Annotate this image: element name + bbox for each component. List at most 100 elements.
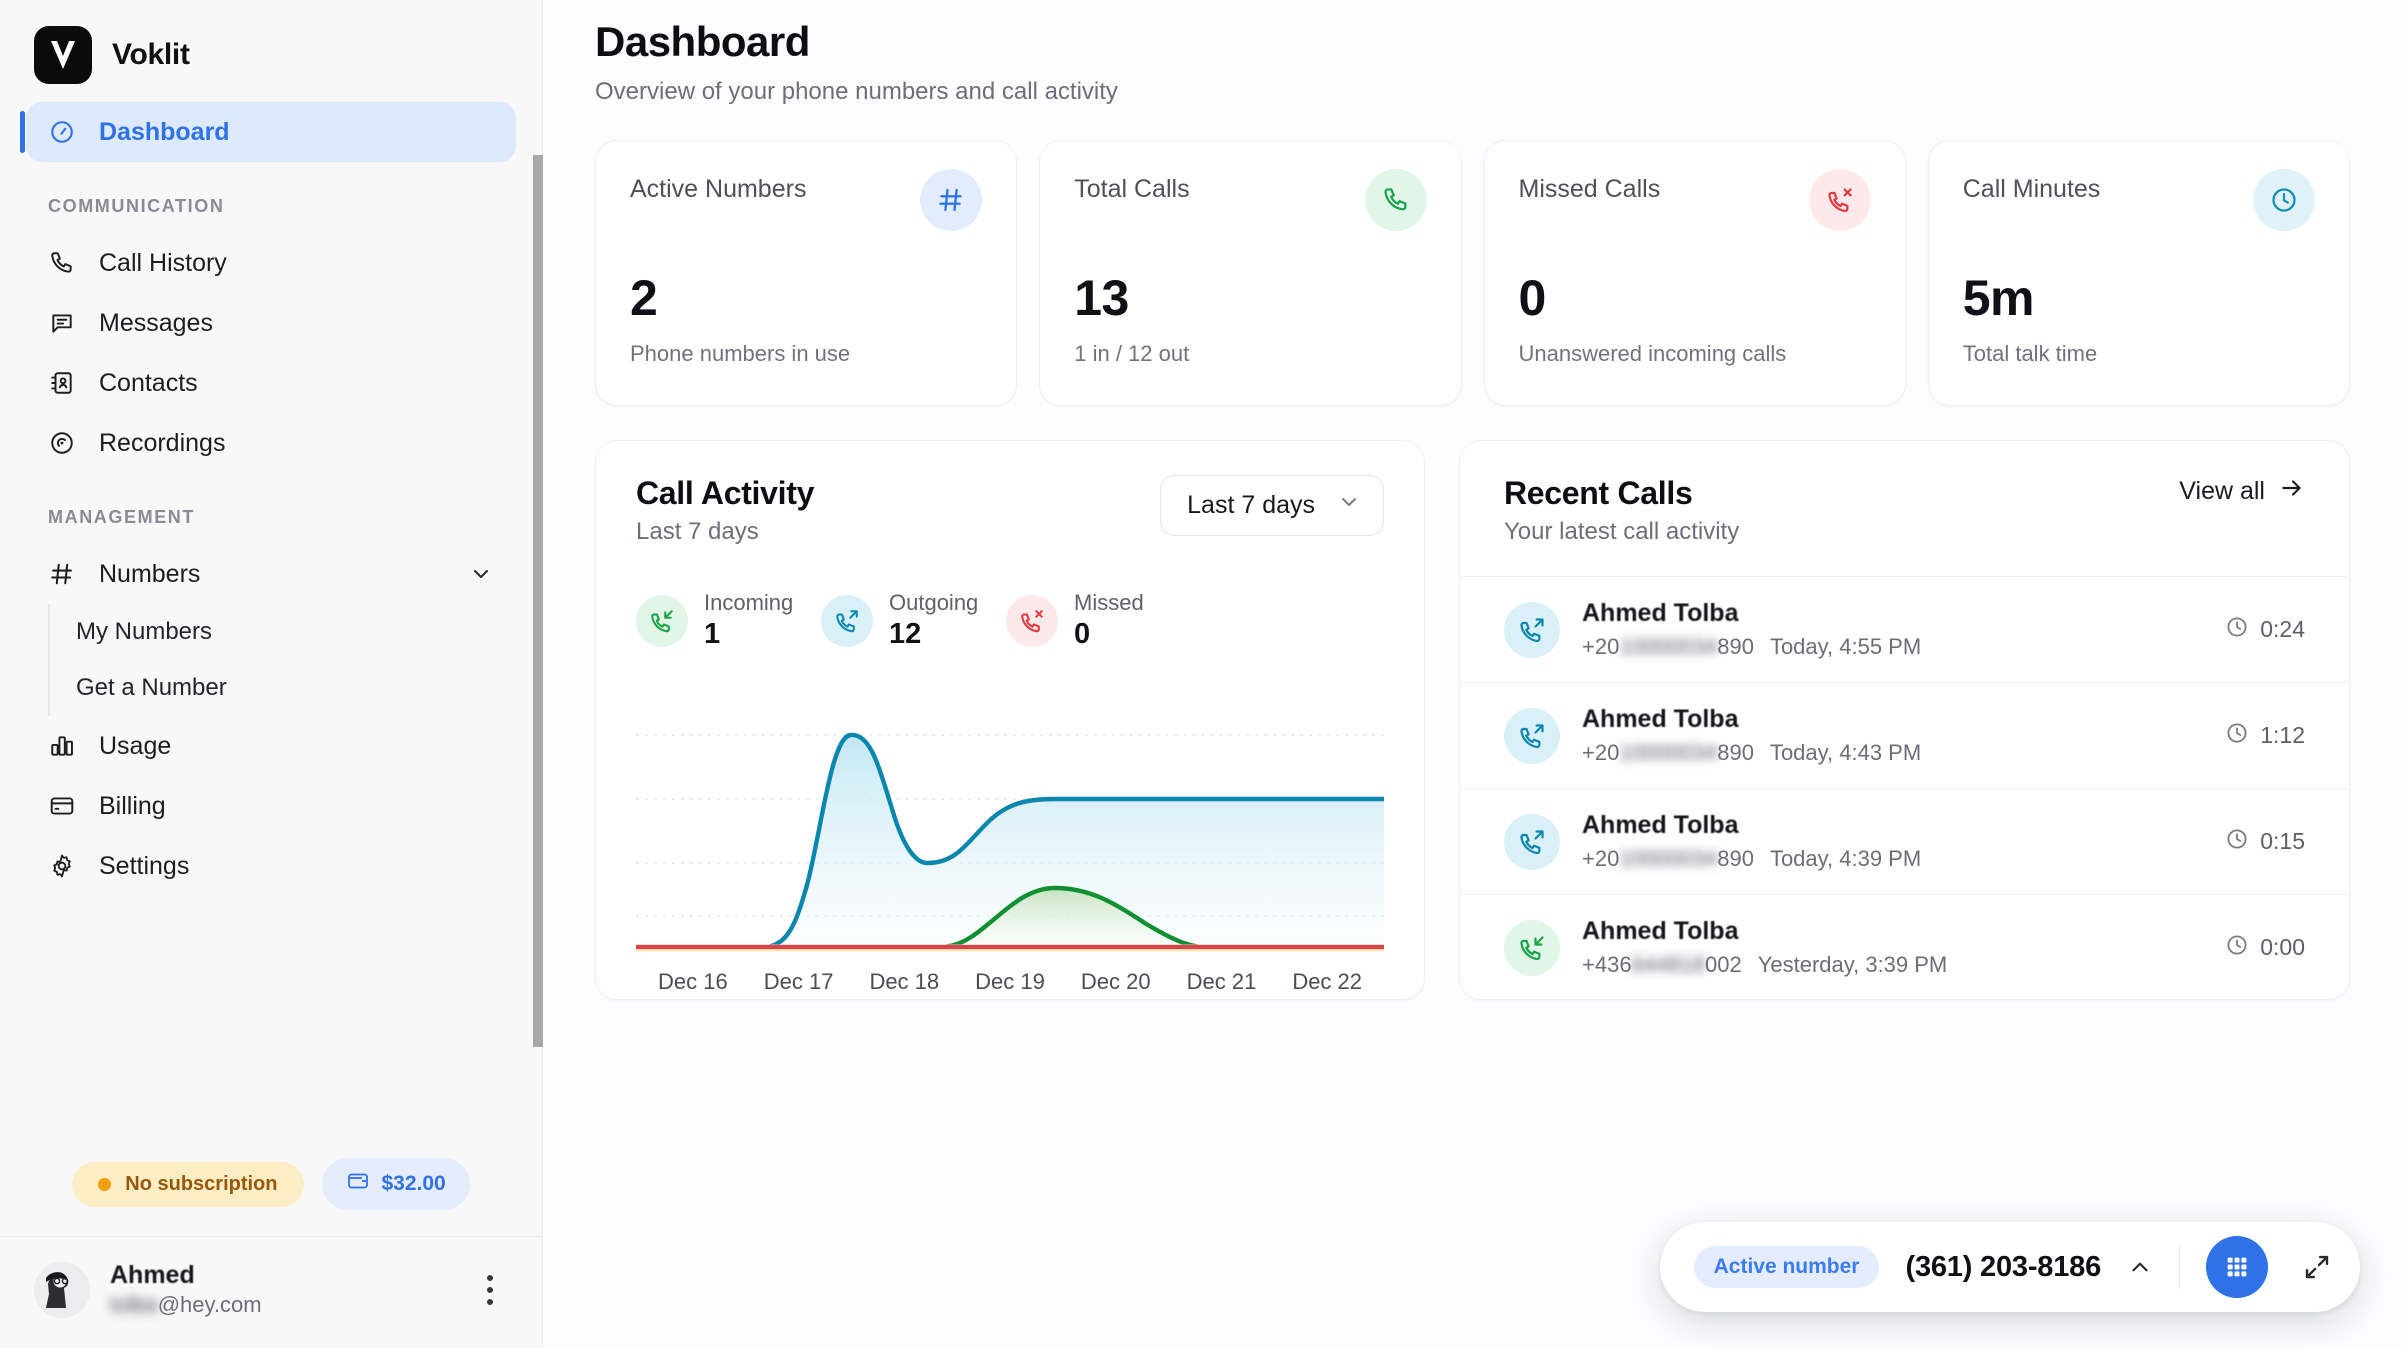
stat-card-active-numbers[interactable]: Active Numbers 2 Phone numbers in use — [595, 140, 1018, 406]
sidebar-scrollbar-thumb[interactable] — [533, 155, 543, 1047]
legend-value: 12 — [889, 618, 922, 650]
sidebar-item-call-history[interactable]: Call History — [26, 233, 516, 293]
stat-card-total-calls[interactable]: Total Calls 13 1 in / 12 out — [1039, 140, 1462, 406]
x-tick-label: Dec 19 — [975, 969, 1045, 994]
call-time: Today, 4:39 PM — [1769, 846, 1922, 871]
wallet-icon — [346, 1169, 370, 1199]
phone-icon — [48, 249, 76, 277]
legend-value: 1 — [704, 618, 721, 650]
date-range-select[interactable]: Last 7 days — [1160, 475, 1384, 536]
phone-incoming-icon — [1504, 919, 1560, 976]
call-contact-name: Ahmed Tolba — [1582, 705, 1739, 733]
call-duration: 0:15 — [2225, 827, 2305, 857]
series-incoming-area — [925, 888, 1215, 948]
sidebar-item-contacts[interactable]: Contacts — [26, 353, 516, 413]
chevron-up-icon[interactable] — [2127, 1254, 2153, 1280]
stat-cards: Active Numbers 2 Phone numbers in use To… — [595, 140, 2350, 406]
credit-card-icon — [48, 792, 76, 820]
table-row[interactable]: Ahmed Tolba +2010000034890 Today, 4:43 P… — [1460, 682, 2349, 788]
sidebar-item-billing[interactable]: Billing — [26, 776, 516, 836]
series-incoming-line — [923, 885, 1217, 951]
sidebar-item-get-a-number[interactable]: Get a Number — [50, 660, 516, 716]
hash-icon — [920, 169, 983, 231]
chart-subtitle: Last 7 days — [636, 518, 759, 545]
phone-outgoing-icon — [821, 594, 873, 647]
phone-outgoing-icon — [1504, 707, 1560, 764]
phone-outgoing-icon — [1504, 813, 1560, 870]
stat-label: Missed Calls — [1518, 175, 1661, 203]
stat-card-call-minutes[interactable]: Call Minutes 5m Total talk time — [1927, 140, 2350, 406]
sidebar-nav: Dashboard COMMUNICATION Call History Mes… — [0, 102, 542, 1144]
legend-label: Incoming — [704, 590, 794, 615]
sidebar-item-dashboard[interactable]: Dashboard — [20, 102, 516, 162]
chart-x-axis: Dec 16 Dec 17 Dec 18 Dec 19 Dec 20 Dec 2… — [636, 969, 1384, 995]
legend-item-incoming: Incoming 1 — [636, 590, 821, 651]
gear-icon — [48, 852, 76, 880]
user-email-domain: @hey.com — [157, 1292, 262, 1317]
sidebar: Voklit Dashboard COMMUNICATION Call Hist… — [0, 0, 543, 1348]
avatar — [34, 1261, 90, 1318]
x-tick-label: Dec 16 — [658, 969, 728, 994]
call-time: Yesterday, 3:39 PM — [1757, 952, 1948, 977]
call-phone-number: +2010000034890 — [1582, 846, 1754, 871]
table-row[interactable]: Ahmed Tolba +2010000034890 Today, 4:39 P… — [1460, 788, 2349, 894]
recent-calls-title: Recent Calls — [1504, 475, 1693, 511]
wallet-balance-button[interactable]: $32.00 — [321, 1158, 470, 1210]
status-badge-subscription[interactable]: No subscription — [72, 1161, 304, 1207]
phone-outgoing-icon — [1504, 601, 1560, 658]
call-activity-chart — [636, 703, 1384, 953]
stat-footnote: Total talk time — [1962, 341, 2098, 366]
date-range-value: Last 7 days — [1187, 491, 1315, 519]
sidebar-item-label: Contacts — [99, 368, 198, 397]
series-outgoing-area — [636, 734, 1384, 948]
expand-diagonal-icon[interactable] — [2294, 1244, 2340, 1290]
x-tick-label: Dec 18 — [869, 969, 940, 994]
floating-dialer-bar: Active number (361) 203-8186 — [1659, 1222, 2360, 1312]
chart-svg — [636, 732, 1384, 952]
chevron-down-icon[interactable] — [468, 561, 494, 587]
divider — [2179, 1245, 2180, 1289]
stat-value: 0 — [1518, 270, 1547, 326]
phone-missed-icon — [1808, 169, 1871, 231]
sidebar-item-usage[interactable]: Usage — [26, 716, 516, 776]
sidebar-item-settings[interactable]: Settings — [26, 836, 516, 896]
keypad-grid-icon[interactable] — [2206, 1236, 2268, 1298]
subscription-label: No subscription — [125, 1172, 278, 1195]
table-row[interactable]: Ahmed Tolba +436644818002 Yesterday, 3:3… — [1460, 894, 2349, 999]
user-email-masked: tolba — [110, 1292, 158, 1317]
sidebar-item-label: Numbers — [99, 559, 201, 588]
sidebar-item-numbers[interactable]: Numbers — [26, 544, 516, 604]
x-tick-label: Dec 17 — [763, 969, 834, 994]
stat-footnote: Phone numbers in use — [630, 341, 851, 366]
legend-value: 0 — [1074, 618, 1091, 650]
brand: Voklit — [0, 0, 542, 102]
main-content: Dashboard Overview of your phone numbers… — [543, 0, 2402, 1348]
brand-name: Voklit — [112, 38, 190, 71]
view-all-label: View all — [2179, 477, 2265, 505]
sidebar-section-communication: COMMUNICATION — [48, 196, 225, 216]
table-row[interactable]: Ahmed Tolba +2010000034890 Today, 4:55 P… — [1460, 576, 2349, 682]
arrow-right-icon — [2279, 475, 2305, 508]
view-all-button[interactable]: View all — [2179, 475, 2305, 508]
chevron-down-icon — [1337, 490, 1361, 521]
status-dot-icon — [98, 1177, 112, 1191]
legend-item-missed: Missed 0 — [1006, 590, 1191, 651]
x-tick-label: Dec 20 — [1080, 969, 1151, 994]
user-profile-row[interactable]: Ahmed tolba@hey.com — [0, 1236, 542, 1348]
call-contact-name: Ahmed Tolba — [1582, 599, 1739, 627]
legend-label: Outgoing — [889, 590, 979, 615]
stat-label: Total Calls — [1074, 175, 1190, 203]
wallet-amount: $32.00 — [381, 1172, 446, 1195]
call-contact-name: Ahmed Tolba — [1582, 811, 1739, 839]
recent-calls-subtitle: Your latest call activity — [1504, 518, 1740, 545]
page-title: Dashboard — [595, 18, 810, 65]
sidebar-scrollbar[interactable] — [533, 155, 543, 1047]
sidebar-item-messages[interactable]: Messages — [26, 293, 516, 353]
stat-card-missed-calls[interactable]: Missed Calls 0 Unanswered incoming calls — [1483, 140, 1906, 406]
sidebar-item-recordings[interactable]: Recordings — [26, 413, 516, 473]
kebab-menu-icon[interactable] — [472, 1274, 508, 1305]
sidebar-item-label: Billing — [99, 791, 166, 820]
lower-row: Call Activity Last 7 days Last 7 days — [595, 440, 2350, 1000]
recent-calls-card: Recent Calls Your latest call activity V… — [1459, 440, 2350, 1000]
sidebar-item-my-numbers[interactable]: My Numbers — [50, 604, 516, 660]
